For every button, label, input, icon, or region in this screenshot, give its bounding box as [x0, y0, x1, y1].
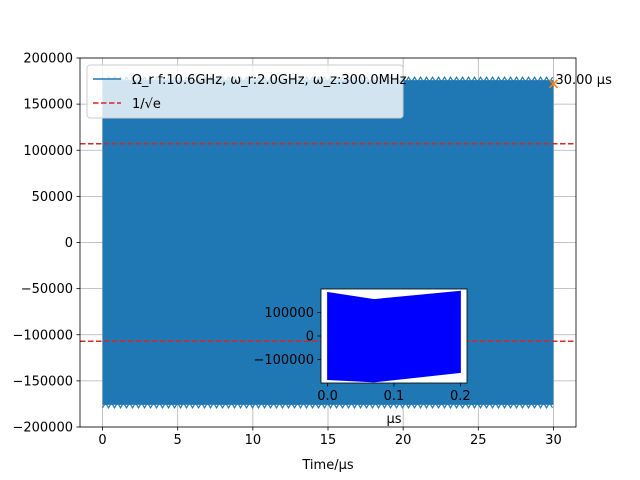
legend-frame [86, 64, 404, 119]
x-tick-label: 0 [98, 433, 106, 448]
y-tick-label: −100000 [12, 328, 73, 343]
y-tick-label: 100000 [23, 144, 73, 159]
end-time-marker [548, 79, 559, 89]
main-annotation: 30.00 μs [548, 73, 612, 89]
inset-y-tick-label: 0 [306, 330, 314, 345]
inset-y-tick-label: 100000 [264, 306, 314, 321]
inset-x-tick-label: 0.0 [317, 389, 338, 404]
x-tick-label: 5 [174, 433, 182, 448]
inset-x-tick-label: 0.1 [384, 389, 405, 404]
x-tick-label: 10 [245, 433, 262, 448]
inset-x-tick-label: 0.2 [450, 389, 471, 404]
y-tick-label: 200000 [23, 52, 73, 67]
end-time-annotation: 30.00 μs [555, 73, 612, 88]
inset-axes-frame [320, 288, 468, 384]
x-tick-label: 15 [320, 433, 337, 448]
y-tick-label: −50000 [21, 282, 73, 297]
main-ticks: 0 5 10 15 20 25 30 −200000 −150000 −100000 −50000 0… [12, 52, 561, 449]
y-tick-label: 50000 [32, 190, 73, 205]
signal-lower-fringe [102, 401, 554, 410]
x-tick-label: 30 [545, 433, 562, 448]
main-axes-frame [79, 57, 577, 428]
x-tick-label: 25 [470, 433, 487, 448]
inset-series [327, 290, 461, 383]
legend-label-signal: Ω_r f:10.6GHz, ω_r:2.0GHz, ω_z:300.0MHz [132, 73, 407, 88]
legend-label-threshold: 1/√e [132, 97, 161, 112]
y-tick-label: −200000 [12, 421, 73, 436]
y-tick-label: −150000 [12, 374, 73, 389]
y-tick-label: 0 [65, 236, 73, 251]
main-x-axis-label: Time/μs [301, 458, 353, 473]
legend: Ω_r f:10.6GHz, ω_r:2.0GHz, ω_z:300.0MHz … [86, 64, 407, 119]
y-tick-label: 150000 [23, 98, 73, 113]
inset-y-tick-label: −100000 [253, 353, 314, 368]
inset-plot: 0.0 0.1 0.2 −100000 0 100000 μs [253, 288, 471, 427]
x-tick-label: 20 [395, 433, 412, 448]
inset-signal-band [327, 290, 461, 383]
inset-ticks: 0.0 0.1 0.2 −100000 0 100000 [253, 306, 470, 404]
inset-x-axis-label: μs [386, 412, 401, 427]
